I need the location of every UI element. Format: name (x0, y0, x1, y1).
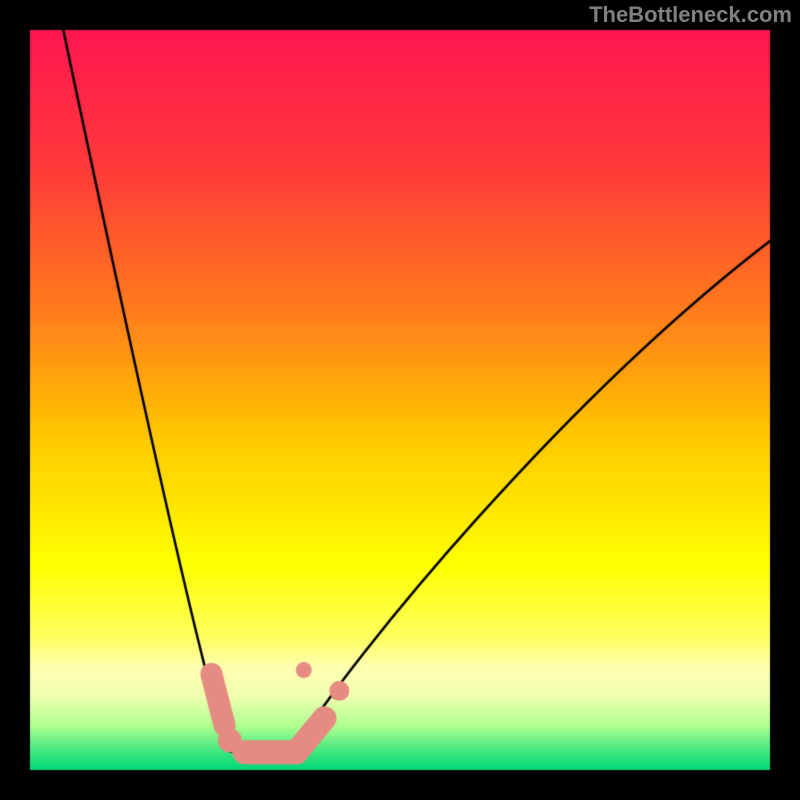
bottleneck-chart-canvas (0, 0, 800, 800)
watermark-text: TheBottleneck.com (589, 2, 792, 28)
chart-container: TheBottleneck.com (0, 0, 800, 800)
